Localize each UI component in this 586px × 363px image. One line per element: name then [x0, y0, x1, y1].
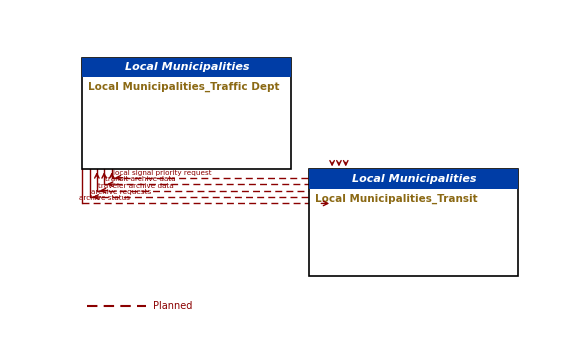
Bar [309, 169, 519, 276]
Bar [309, 169, 519, 189]
Text: Planned: Planned [153, 301, 192, 311]
Text: Local Municipalities_Traffic Dept: Local Municipalities_Traffic Dept [88, 82, 280, 93]
Text: transit archive data: transit archive data [105, 176, 176, 182]
Text: traveler archive data: traveler archive data [98, 183, 174, 189]
Text: archive status: archive status [79, 196, 130, 201]
Text: Local Municipalities: Local Municipalities [125, 62, 249, 72]
Text: local signal priority request: local signal priority request [113, 170, 212, 176]
Bar [82, 57, 291, 77]
Text: archive requests: archive requests [91, 189, 151, 195]
Bar [82, 57, 291, 169]
Text: Local Municipalities: Local Municipalities [352, 174, 476, 184]
Text: Local Municipalities_Transit: Local Municipalities_Transit [315, 194, 478, 204]
